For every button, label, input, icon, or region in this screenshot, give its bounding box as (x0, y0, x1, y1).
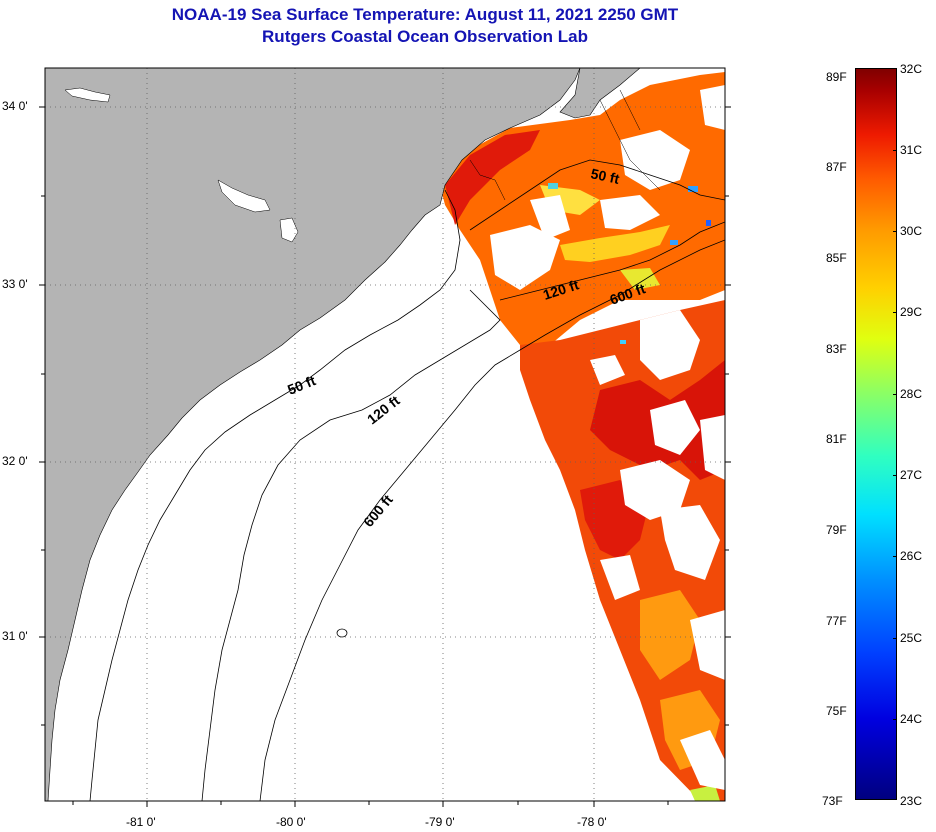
colorbar-fahrenheit-label: 79F (826, 523, 847, 537)
cloud-gap (700, 415, 725, 480)
axis-ticks (39, 106, 731, 807)
cloud-gap (680, 730, 725, 790)
y-tick-label: 32 0' (2, 454, 28, 468)
colorbar-celsius-label: 29C (900, 305, 923, 319)
cloud-gap (600, 195, 660, 230)
sst-cold-speck (688, 186, 698, 192)
map-subtitle: Rutgers Coastal Ocean Observation Lab (262, 27, 588, 46)
colorbar-tick (893, 475, 897, 476)
y-tick-label: 33 0' (2, 277, 28, 291)
sst-hot-patch (445, 130, 540, 225)
sst-mid-patch (640, 590, 700, 680)
grid-lines (45, 68, 725, 801)
colorbar-fahrenheit-label: 85F (826, 251, 847, 265)
colorbar-tick (893, 150, 897, 151)
coast-detail (469, 89, 661, 201)
sst-data-layer (440, 72, 725, 801)
lake (64, 87, 111, 103)
land-area (559, 68, 641, 119)
colorbar-fahrenheit-label: 75F (826, 704, 847, 718)
contour-120ft (201, 289, 501, 801)
colorbar-tick (893, 638, 897, 639)
colorbar-celsius-label: 32C (900, 62, 923, 76)
colorbar-tick (893, 231, 897, 232)
cloud-gap (660, 505, 720, 580)
contour-50ft-north (469, 159, 725, 231)
cloud-gap (530, 195, 570, 240)
bathymetry-contours (89, 159, 725, 801)
seamount-contour (336, 628, 348, 638)
cloud-gap (620, 460, 690, 520)
x-tick-label: -80 0' (276, 815, 306, 829)
sst-cool-patch (560, 225, 670, 262)
land-area (45, 68, 581, 801)
colorbar-celsius-label: 25C (900, 631, 923, 645)
colorbar-celsius-label: 26C (900, 549, 923, 563)
colorbar-fahrenheit-label: 89F (826, 70, 847, 84)
map-frame (44, 67, 726, 802)
lake (217, 179, 271, 213)
y-tick-label: 34 0' (2, 99, 28, 113)
colorbar-fahrenheit-label: 87F (826, 160, 847, 174)
colorbar-tick (893, 312, 897, 313)
cloud-gap (590, 355, 625, 385)
colorbar-celsius-label: 27C (900, 468, 923, 482)
contour-600ft (259, 239, 725, 801)
colorbar-fahrenheit-label: 83F (826, 342, 847, 356)
colorbar-celsius-label: 30C (900, 224, 923, 238)
cloud-gap (600, 555, 640, 600)
contour-120ft-north (499, 221, 725, 301)
colorbar-tick (893, 394, 897, 395)
colorbar-fahrenheit-label: 77F (826, 614, 847, 628)
colorbar-fahrenheit-label: 73F (822, 794, 843, 808)
colorbar-celsius-label: 24C (900, 712, 923, 726)
lake (279, 217, 299, 243)
cloud-gap (490, 225, 560, 290)
cloud-gap (700, 85, 725, 130)
x-tick-label: -79 0' (425, 815, 455, 829)
colorbar-tick (893, 719, 897, 720)
contour-50ft (89, 189, 461, 801)
sst-cold-speck (620, 340, 626, 344)
sst-cold-speck (670, 240, 678, 245)
cloud-gap (620, 130, 690, 190)
cloud-gap (650, 400, 700, 455)
colorbar-tick (893, 556, 897, 557)
colorbar-celsius-label: 31C (900, 143, 923, 157)
x-tick-label: -78 0' (577, 815, 607, 829)
contour-label: 50 ft (589, 165, 621, 187)
x-tick-label: -81 0' (126, 815, 156, 829)
sst-cold-speck (706, 220, 711, 226)
cloud-gap (640, 310, 700, 380)
colorbar-celsius-label: 28C (900, 387, 923, 401)
map-title: NOAA-19 Sea Surface Temperature: August … (171, 5, 679, 24)
y-tick-label: 31 0' (2, 629, 28, 643)
sst-cool-patch (620, 268, 660, 290)
cloud-gap (690, 610, 725, 680)
sst-cool-patch (690, 785, 720, 801)
colorbar-celsius-label: 23C (900, 794, 923, 808)
colorbar-fahrenheit-label: 81F (826, 432, 847, 446)
sst-cold-speck (548, 183, 558, 189)
temperature-colorbar (855, 68, 897, 800)
